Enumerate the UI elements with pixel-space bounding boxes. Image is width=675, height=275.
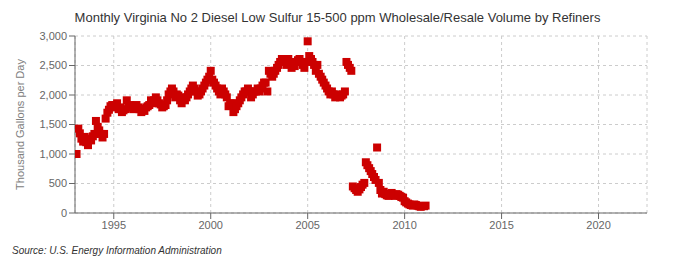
svg-text:2015: 2015	[489, 219, 513, 231]
svg-text:1,000: 1,000	[39, 148, 67, 160]
html-text:Source: U.S. Energy Informatio: Source: U.S. Energy Information Administ…	[12, 245, 222, 256]
svg-text:0: 0	[61, 207, 67, 219]
svg-text:2020: 2020	[586, 219, 610, 231]
svg-text:1995: 1995	[102, 219, 126, 231]
svg-text:500: 500	[49, 177, 67, 189]
svg-text:1,500: 1,500	[39, 118, 67, 130]
svg-text:2000: 2000	[198, 219, 222, 231]
svg-text:2,000: 2,000	[39, 89, 67, 101]
html-text:Monthly Virginia No 2 Diesel L: Monthly Virginia No 2 Diesel Low Sulfur …	[74, 10, 601, 25]
svg-text:Thousand Gallons per Day: Thousand Gallons per Day	[14, 59, 26, 190]
svg-text:2005: 2005	[295, 219, 319, 231]
svg-text:2,500: 2,500	[39, 59, 67, 71]
svg-text:3,000: 3,000	[39, 30, 67, 42]
svg-text:2010: 2010	[392, 219, 416, 231]
